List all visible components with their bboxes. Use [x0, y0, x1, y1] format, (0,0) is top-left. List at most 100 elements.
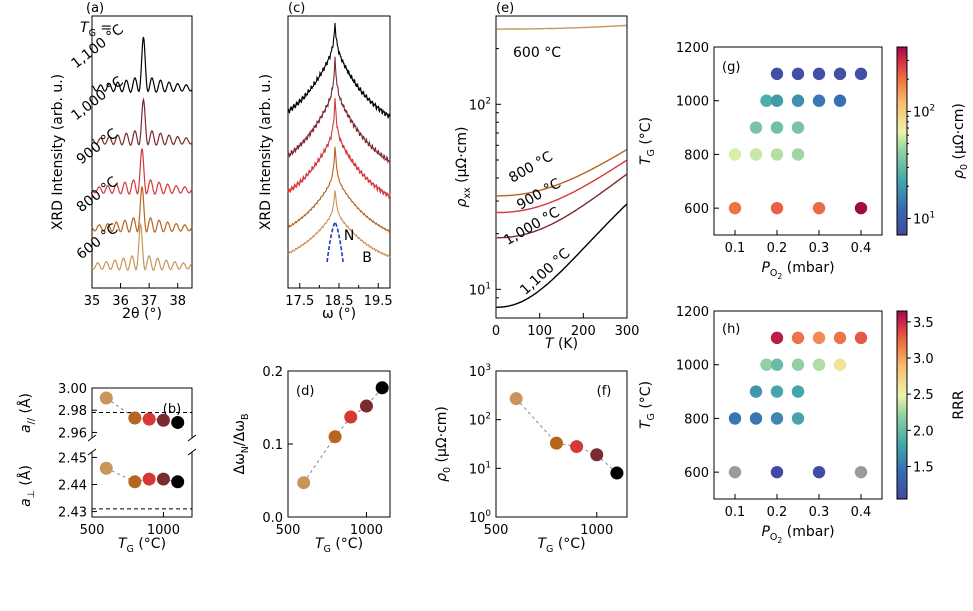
label-part: (°C): [553, 536, 585, 552]
colorbar-tick-label: 2.0: [913, 424, 934, 439]
panel-label-a: (a): [86, 1, 104, 16]
data-point: [375, 381, 389, 395]
axis-break: [187, 434, 197, 442]
b-label: B: [362, 250, 372, 266]
data-point: [770, 121, 784, 134]
colorbar-tick-label: 3.5: [913, 316, 934, 331]
x-tick-label: 17.5: [285, 294, 314, 309]
label-part: G: [646, 413, 657, 420]
y-tick-label: 0.1: [262, 438, 283, 453]
x-tick-label: 19.5: [364, 294, 393, 309]
series-label: 900 °C: [74, 126, 122, 168]
x-tick-label: 18.5: [325, 294, 354, 309]
axis-break: [87, 434, 97, 442]
panel-label-c: (c): [288, 1, 305, 16]
x-axis-label: TG (°C): [315, 536, 363, 555]
colorbar-label: RRR: [951, 390, 967, 419]
y-axis-label: TG (°C): [638, 381, 657, 429]
data-point: [833, 94, 847, 107]
data-point: [770, 412, 784, 425]
data-point: [770, 94, 784, 107]
series-label: 1,000 °C: [501, 204, 562, 249]
data-point: [812, 331, 826, 345]
data-point: [854, 465, 868, 479]
label-part: P: [761, 524, 770, 540]
xrd-curve: [91, 36, 193, 93]
colorbar-label: ρ0 (μΩ·cm): [951, 103, 970, 179]
label-part: T: [545, 336, 555, 352]
panel-h-axes: [713, 310, 883, 500]
label-part: O: [770, 532, 778, 543]
panel-label-b: (b): [163, 402, 181, 417]
data-point: [610, 466, 624, 480]
x-axis-label: T (K): [545, 336, 578, 352]
data-point: [791, 412, 805, 425]
x-tick-label: 0.2: [767, 505, 788, 520]
label-part: (mbar): [782, 524, 834, 540]
label-part: 10: [469, 283, 486, 298]
label-part: G: [89, 28, 96, 39]
data-point: [297, 476, 311, 490]
x-axis-label: PO2 (mbar): [761, 524, 834, 545]
label-part: (°C): [134, 536, 166, 552]
label-part: (°C): [638, 117, 654, 149]
resistivity-curve: [496, 24, 627, 30]
label-part: 1: [485, 460, 491, 470]
label-part: B: [240, 414, 251, 421]
tg-label: TG =: [80, 20, 112, 39]
resistivity-curve: [496, 173, 628, 239]
xrd-curve: [91, 148, 193, 195]
x-tick-label: 500: [484, 523, 509, 538]
data-point: [359, 399, 373, 413]
y-axis-label: ρxx (μΩ·cm): [454, 127, 473, 208]
x-tick-label: 37: [141, 294, 158, 309]
data-point: [812, 67, 826, 81]
label-part: G: [324, 544, 331, 555]
x-axis-label: 2θ (°): [122, 306, 162, 322]
label-part: 1: [930, 210, 936, 220]
data-point: [770, 67, 784, 81]
label-part: (°C): [331, 536, 363, 552]
label-part: G: [646, 149, 657, 156]
panel-b-upper-frame: [91, 387, 193, 438]
x-tick-label: 0.3: [809, 241, 830, 256]
label-part: 10: [469, 511, 486, 526]
label-part: 10: [469, 98, 486, 113]
y-tick-label: 2.44: [58, 479, 87, 494]
data-point: [171, 475, 185, 489]
data-point: [142, 472, 156, 486]
label-part: 10: [469, 365, 486, 380]
y-tick-label: 600: [684, 466, 709, 481]
y-axis-label: ρ0 (μΩ·cm): [434, 406, 453, 482]
panel-label-e: (e): [496, 1, 514, 16]
x-axis-label: PO2 (mbar): [761, 260, 834, 281]
resistivity-curve: [496, 203, 628, 308]
colorbar-tick-label: 3.0: [913, 352, 934, 367]
label-part: /Δω: [232, 420, 248, 446]
x-tick-label: 0.1: [725, 505, 746, 520]
x-tick-label: 300: [615, 324, 640, 339]
label-part: 10: [913, 212, 930, 227]
data-point: [760, 358, 773, 371]
data-point: [812, 94, 826, 107]
data-point: [854, 201, 868, 215]
data-point: [728, 201, 742, 215]
x-tick-label: 38: [169, 294, 186, 309]
y-tick-label: 1200: [676, 41, 709, 56]
panel-label-f: (f): [597, 384, 612, 399]
xrd-curve: [91, 186, 193, 233]
data-point: [590, 448, 604, 462]
y-axis-label: XRD Intensity (arb. u.): [50, 74, 66, 230]
label-part: 10: [469, 462, 486, 477]
label-part: 10: [469, 414, 486, 429]
label-part: G: [127, 544, 134, 555]
rocking-curve: [287, 22, 391, 119]
label-part: 3: [485, 363, 491, 373]
x-tick-label: 0.2: [767, 241, 788, 256]
colorbar-tick-label: 1.5: [913, 460, 934, 475]
label-part: P: [761, 260, 770, 276]
axis-break: [187, 448, 197, 456]
label-part: =: [96, 20, 112, 36]
y-tick-label: 800: [684, 412, 709, 427]
label-part: (Å): [17, 393, 34, 418]
